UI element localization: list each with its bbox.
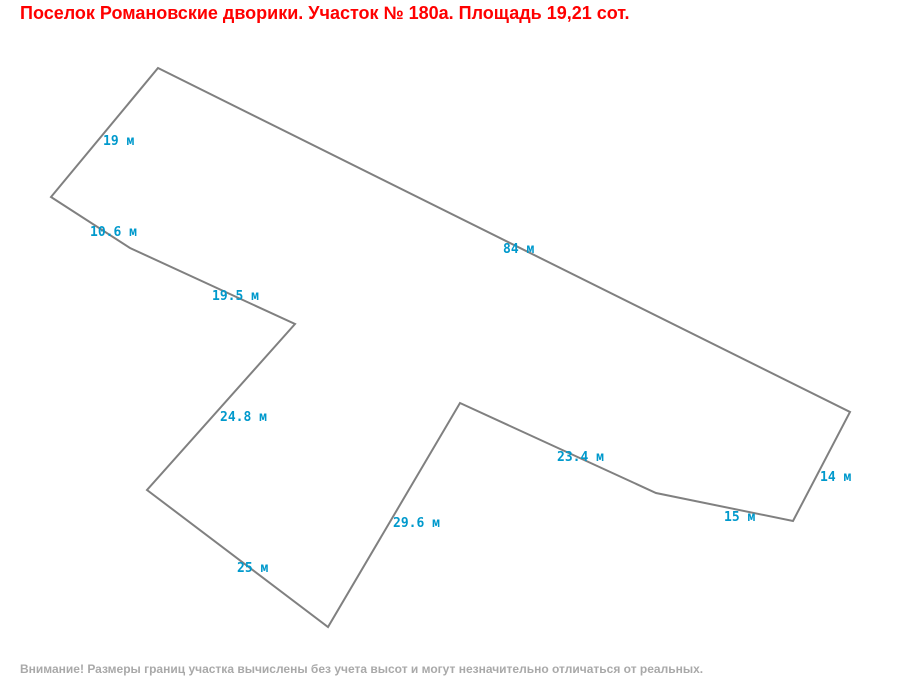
edge-label: 25 м	[237, 561, 268, 576]
edge-label: 24.8 м	[220, 410, 267, 425]
edge-label: 84 м	[503, 242, 534, 257]
plot-boundary	[49, 66, 852, 629]
edge-label: 19 м	[103, 134, 134, 149]
edge-label: 14 м	[820, 470, 851, 485]
edge-label: 15 м	[724, 510, 755, 525]
edge-label: 10.6 м	[90, 225, 137, 240]
edge-label: 23.4 м	[557, 450, 604, 465]
page-title: Поселок Романовские дворики. Участок № 1…	[20, 3, 630, 23]
edge-label: 19.5 м	[212, 289, 259, 304]
disclaimer-note: Внимание! Размеры границ участка вычисле…	[20, 662, 704, 676]
edge-label: 29.6 м	[393, 516, 440, 531]
